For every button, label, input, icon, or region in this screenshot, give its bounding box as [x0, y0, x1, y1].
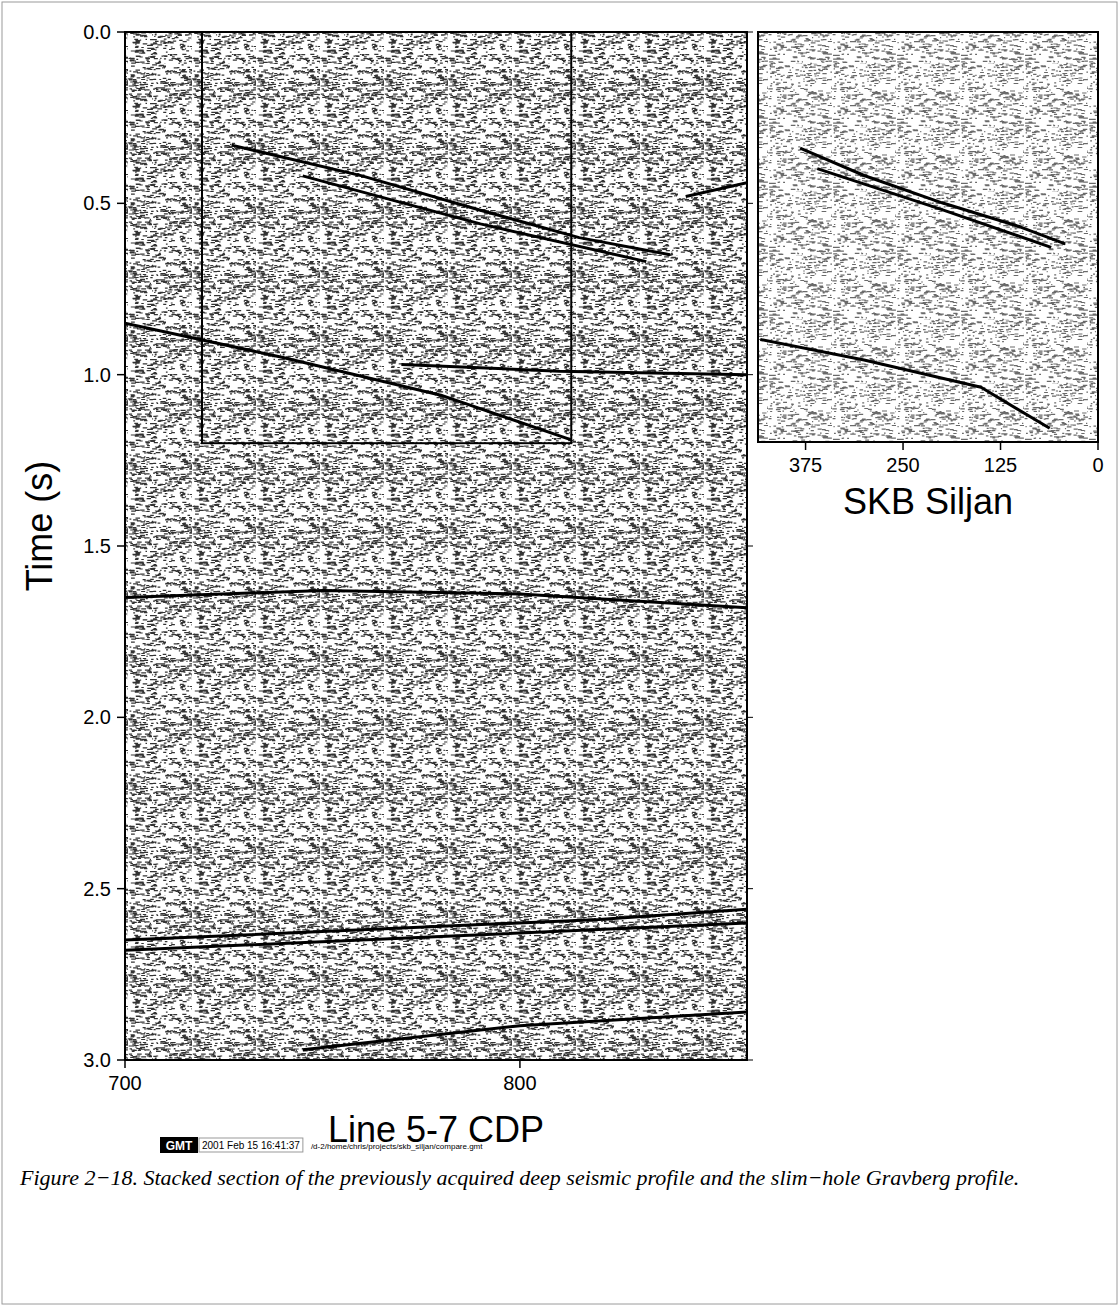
y-tick-right — [747, 1060, 753, 1061]
marks — [760, 148, 1065, 428]
panel-1: 375 250 125 0 SKB Siljan — [758, 32, 1104, 522]
y-tick-label: 1.5 — [83, 535, 111, 557]
y-tick — [117, 31, 125, 33]
x-tick — [805, 442, 807, 450]
x-tick-label: 125 — [984, 454, 1017, 476]
caption: Figure 2−18. Stacked section of the prev… — [19, 1165, 1019, 1190]
reflector — [401, 364, 747, 374]
y-tick-right — [747, 203, 753, 204]
stamp-date: 2001 Feb 15 16:41:37 — [202, 1140, 300, 1151]
reflector — [303, 1012, 747, 1050]
y-tick-right — [747, 32, 753, 33]
outer-frame — [2, 2, 1117, 1304]
y-tick-right — [747, 374, 753, 375]
y-tick-label: 0.0 — [83, 21, 111, 43]
x-tick-label: 250 — [886, 454, 919, 476]
gmt-stamp: GMT 2001 Feb 15 16:41:37/d-2/home/chris/p… — [160, 1137, 483, 1153]
y-tick-label: 0.5 — [83, 192, 111, 214]
stamp-logo: GMT — [166, 1139, 193, 1153]
reflector — [232, 145, 670, 255]
reflector — [686, 183, 747, 197]
stamp-path: /d-2/home/chris/projects/skb_siljan/comp… — [311, 1142, 483, 1151]
x-tick-label: 700 — [108, 1072, 141, 1094]
y-tick — [117, 717, 125, 719]
stamp-date-box — [199, 1138, 303, 1152]
y-tick-label: 1.0 — [83, 364, 111, 386]
x-tick — [1097, 442, 1099, 450]
seismic-noise — [125, 32, 747, 1060]
y-tick — [117, 1059, 125, 1061]
x-tick-label: 375 — [789, 454, 822, 476]
stamp-logo-bg — [160, 1137, 198, 1153]
reflector — [125, 591, 747, 608]
y-axis-title: Time (s) — [19, 461, 60, 592]
x-tick — [124, 1060, 126, 1068]
reflector — [800, 148, 1065, 244]
x-tick — [1000, 442, 1002, 450]
x-tick-label: 800 — [503, 1072, 536, 1094]
figure: 7008000.00.51.01.52.02.53.0Line 5-7 CDPT… — [0, 0, 1119, 1306]
y-tick-label: 3.0 — [83, 1049, 111, 1071]
y-tick — [117, 203, 125, 205]
y-tick — [117, 888, 125, 890]
caption-line: Figure 2−18. Stacked section of the prev… — [19, 1165, 1019, 1190]
y-tick-label: 2.0 — [83, 706, 111, 728]
reflector — [125, 923, 747, 950]
plot-bg — [125, 32, 747, 1060]
reflector — [760, 340, 1049, 429]
y-tick-right — [747, 717, 753, 718]
y-tick — [117, 374, 125, 376]
y-tick — [117, 545, 125, 547]
plot-frame — [758, 32, 1098, 442]
x-tick — [519, 1060, 521, 1068]
y-tick-right — [747, 888, 753, 889]
marks — [125, 32, 747, 1050]
y-tick-label: 2.5 — [83, 878, 111, 900]
reflector — [125, 323, 571, 440]
plot-bg — [758, 32, 1098, 442]
reflector — [817, 169, 1051, 248]
x-axis-title: SKB Siljan — [843, 481, 1013, 522]
seismic-noise — [758, 32, 1098, 442]
plot-frame — [125, 32, 747, 1060]
y-tick-right — [747, 546, 753, 547]
x-tick-label: 0 — [1092, 454, 1103, 476]
reflector — [303, 176, 647, 262]
x-tick — [902, 442, 904, 450]
panel-0: 7008000.00.51.01.52.02.53.0Line 5-7 CDPT… — [19, 21, 753, 1150]
inset-box — [202, 32, 571, 443]
